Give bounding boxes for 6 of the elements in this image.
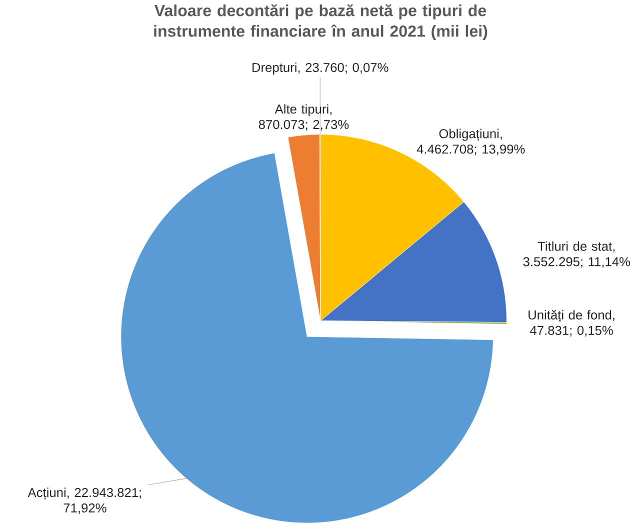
data-label: , 23.760; 0,07% (298, 62, 388, 74)
slice-label: Drepturi (252, 62, 296, 74)
chart-title: Valoare decontări pe bază netă pe tipuri de instrumente financiare în anul 2021 (mii lei) (154, 4, 488, 40)
slice-label: Acțiuni (28, 488, 66, 500)
data-label: , 22.943.821; 71,92% (64, 488, 141, 514)
slice-label: Titluri de stat (538, 241, 612, 251)
